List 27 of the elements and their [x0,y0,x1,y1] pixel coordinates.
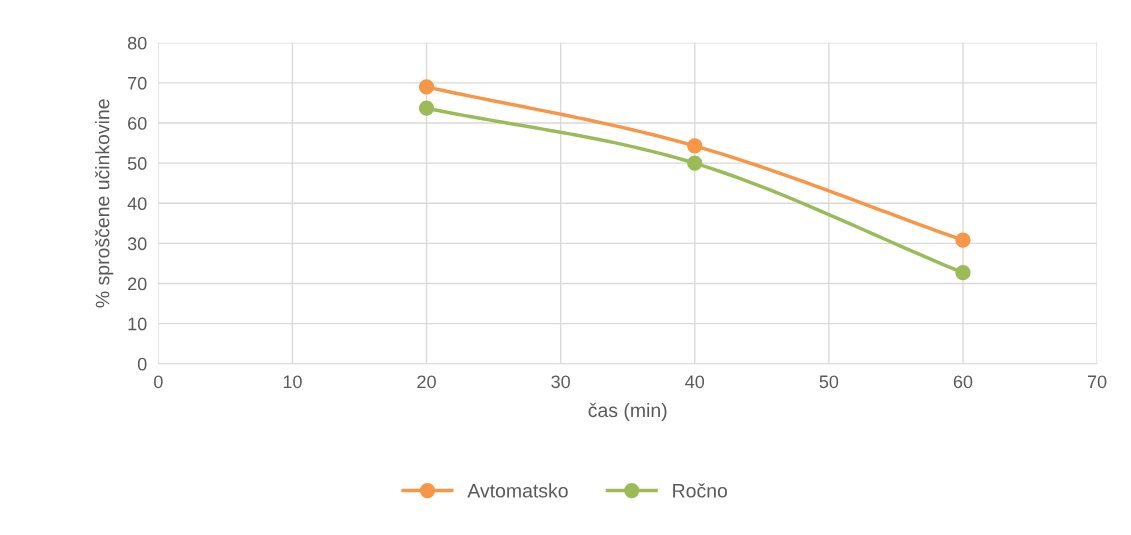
point [955,232,971,248]
legend-label: Avtomatsko [467,483,568,498]
x-tick-label: 30 [551,375,570,389]
x-axis-title: čas (min) [588,402,667,422]
y-tick-label: 0 [137,357,147,371]
x-tick-label: 20 [417,375,436,389]
y-tick-label: 20 [128,277,147,291]
legend-label: Ročno [673,483,728,498]
point [687,155,703,171]
x-tick-label: 60 [953,375,973,389]
y-tick-label: 30 [127,237,147,251]
x-tick-label: 50 [819,375,839,389]
point [687,138,703,154]
point [955,265,971,281]
x-tick-label: 0 [154,375,163,389]
y-tick-label: 70 [128,76,147,90]
x-tick-label: 10 [283,375,302,389]
point [418,100,435,116]
x-tick-label: 70 [1087,375,1107,389]
y-axis-title: % sproščene učinkovine [95,99,114,308]
y-tick-label: 50 [127,157,147,170]
y-tick-label: 80 [127,36,147,50]
y-tick-label: 60 [128,116,147,130]
y-tick-label: 40 [127,197,147,211]
x-tick-label: 40 [685,375,705,389]
point [418,79,435,95]
y-tick-label: 10 [128,317,147,331]
